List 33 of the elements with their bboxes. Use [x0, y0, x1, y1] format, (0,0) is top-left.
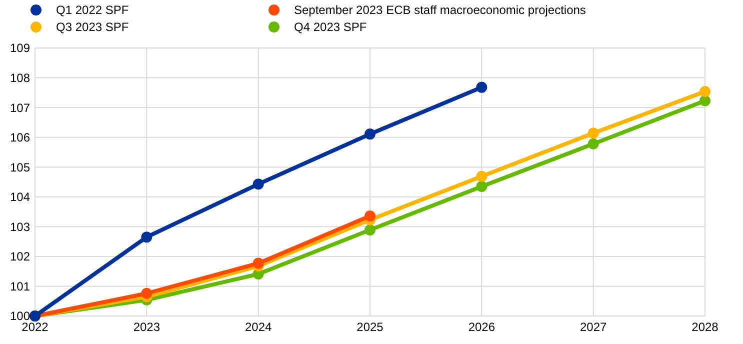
point	[364, 128, 376, 140]
legend-label: Q4 2023 SPF	[294, 20, 367, 34]
point	[252, 258, 264, 269]
legend-label: Q1 2022 SPF	[56, 3, 129, 18]
point	[364, 210, 376, 222]
point	[700, 86, 710, 97]
x-tick-label: 2025	[356, 320, 384, 334]
y-tick-label: 109	[10, 41, 30, 56]
legend-label: Q3 2023 SPF	[56, 20, 129, 34]
point	[476, 82, 488, 93]
legend-label: September 2023 ECB staff macroeconomic projections	[294, 3, 586, 18]
point	[364, 224, 376, 236]
point	[141, 232, 152, 243]
y-tick-label: 102	[10, 250, 30, 264]
point	[476, 180, 488, 192]
x-tick-label: 2026	[468, 320, 496, 334]
y-tick-label: 105	[10, 160, 30, 174]
point	[252, 178, 264, 190]
x-tick-label: 2027	[580, 320, 608, 334]
point	[588, 138, 599, 150]
y-tick-label: 106	[10, 130, 30, 145]
x-tick-label: 2028	[692, 320, 719, 334]
x-tick-label: 2024	[244, 320, 272, 334]
point	[588, 128, 599, 139]
y-tick-label: 103	[10, 220, 30, 234]
y-tick-label: 101	[10, 279, 30, 294]
y-tick-label: 108	[10, 70, 30, 85]
point	[141, 288, 152, 299]
x-tick-label: 2023	[133, 320, 160, 334]
y-tick-label: 104	[10, 190, 30, 204]
point	[476, 170, 488, 182]
y-tick-label: 107	[10, 100, 30, 115]
point	[700, 95, 710, 106]
